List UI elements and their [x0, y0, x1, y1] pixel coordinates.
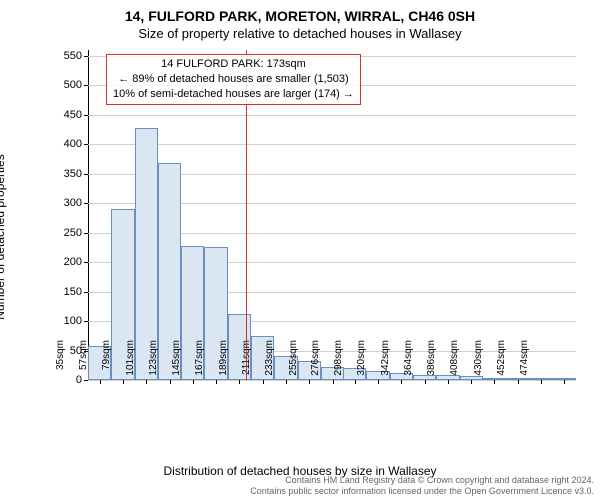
x-tick-label: 79sqm: [101, 340, 112, 388]
x-tick-label: 35sqm: [55, 340, 66, 388]
y-tick-label: 200: [52, 256, 82, 268]
x-tick-mark: [378, 380, 379, 384]
x-tick-label: 233sqm: [264, 340, 275, 388]
x-tick-mark: [123, 380, 124, 384]
x-tick-label: 255sqm: [288, 340, 299, 388]
y-tick-mark: [84, 115, 88, 116]
y-tick-mark: [84, 85, 88, 86]
y-tick-label: 550: [52, 50, 82, 62]
x-tick-label: 123sqm: [148, 340, 159, 388]
y-axis-line: [88, 50, 89, 380]
x-tick-label: 189sqm: [218, 340, 229, 388]
y-tick-mark: [84, 321, 88, 322]
x-tick-label: 57sqm: [78, 340, 89, 388]
gridline: [88, 144, 576, 145]
y-tick-label: 500: [52, 79, 82, 91]
x-tick-label: 145sqm: [171, 340, 182, 388]
annotation-line: ← 89% of detached houses are smaller (1,…: [113, 72, 354, 87]
y-tick-label: 350: [52, 168, 82, 180]
y-tick-label: 400: [52, 138, 82, 150]
footer-line-1: Contains HM Land Registry data © Crown c…: [250, 475, 594, 487]
x-tick-mark: [286, 380, 287, 384]
page-subtitle: Size of property relative to detached ho…: [0, 24, 600, 41]
annotation-line: 14 FULFORD PARK: 173sqm: [113, 57, 354, 72]
x-tick-label: 276sqm: [310, 340, 321, 388]
x-tick-label: 386sqm: [426, 340, 437, 388]
footer: Contains HM Land Registry data © Crown c…: [250, 475, 594, 498]
y-tick-label: 250: [52, 227, 82, 239]
y-axis-label: Number of detached properties: [0, 154, 7, 319]
x-tick-label: 101sqm: [125, 340, 136, 388]
y-tick-label: 300: [52, 197, 82, 209]
x-tick-label: 320sqm: [356, 340, 367, 388]
x-tick-mark: [564, 380, 565, 384]
y-tick-mark: [84, 174, 88, 175]
y-tick-mark: [84, 203, 88, 204]
footer-line-2: Contains public sector information licen…: [250, 486, 594, 498]
plot-area: 05010015020025030035040045050055035sqm57…: [88, 50, 576, 380]
x-tick-label: 452sqm: [496, 340, 507, 388]
x-tick-label: 364sqm: [403, 340, 414, 388]
x-tick-label: 408sqm: [449, 340, 460, 388]
x-tick-mark: [216, 380, 217, 384]
y-tick-mark: [84, 144, 88, 145]
x-tick-label: 298sqm: [333, 340, 344, 388]
chart-container: 05010015020025030035040045050055035sqm57…: [48, 50, 576, 420]
y-tick-label: 150: [52, 286, 82, 298]
x-tick-label: 342sqm: [380, 340, 391, 388]
annotation-line: 10% of semi-detached houses are larger (…: [113, 87, 354, 102]
y-tick-mark: [84, 233, 88, 234]
gridline: [88, 115, 576, 116]
x-tick-label: 430sqm: [473, 340, 484, 388]
x-tick-mark: [541, 380, 542, 384]
y-tick-mark: [84, 292, 88, 293]
page-title: 14, FULFORD PARK, MORETON, WIRRAL, CH46 …: [0, 0, 600, 24]
y-tick-label: 100: [52, 315, 82, 327]
y-tick-mark: [84, 262, 88, 263]
y-tick-mark: [84, 56, 88, 57]
annotation-box: 14 FULFORD PARK: 173sqm← 89% of detached…: [106, 54, 361, 105]
y-tick-label: 450: [52, 109, 82, 121]
x-tick-label: 167sqm: [194, 340, 205, 388]
x-tick-label: 474sqm: [519, 340, 530, 388]
